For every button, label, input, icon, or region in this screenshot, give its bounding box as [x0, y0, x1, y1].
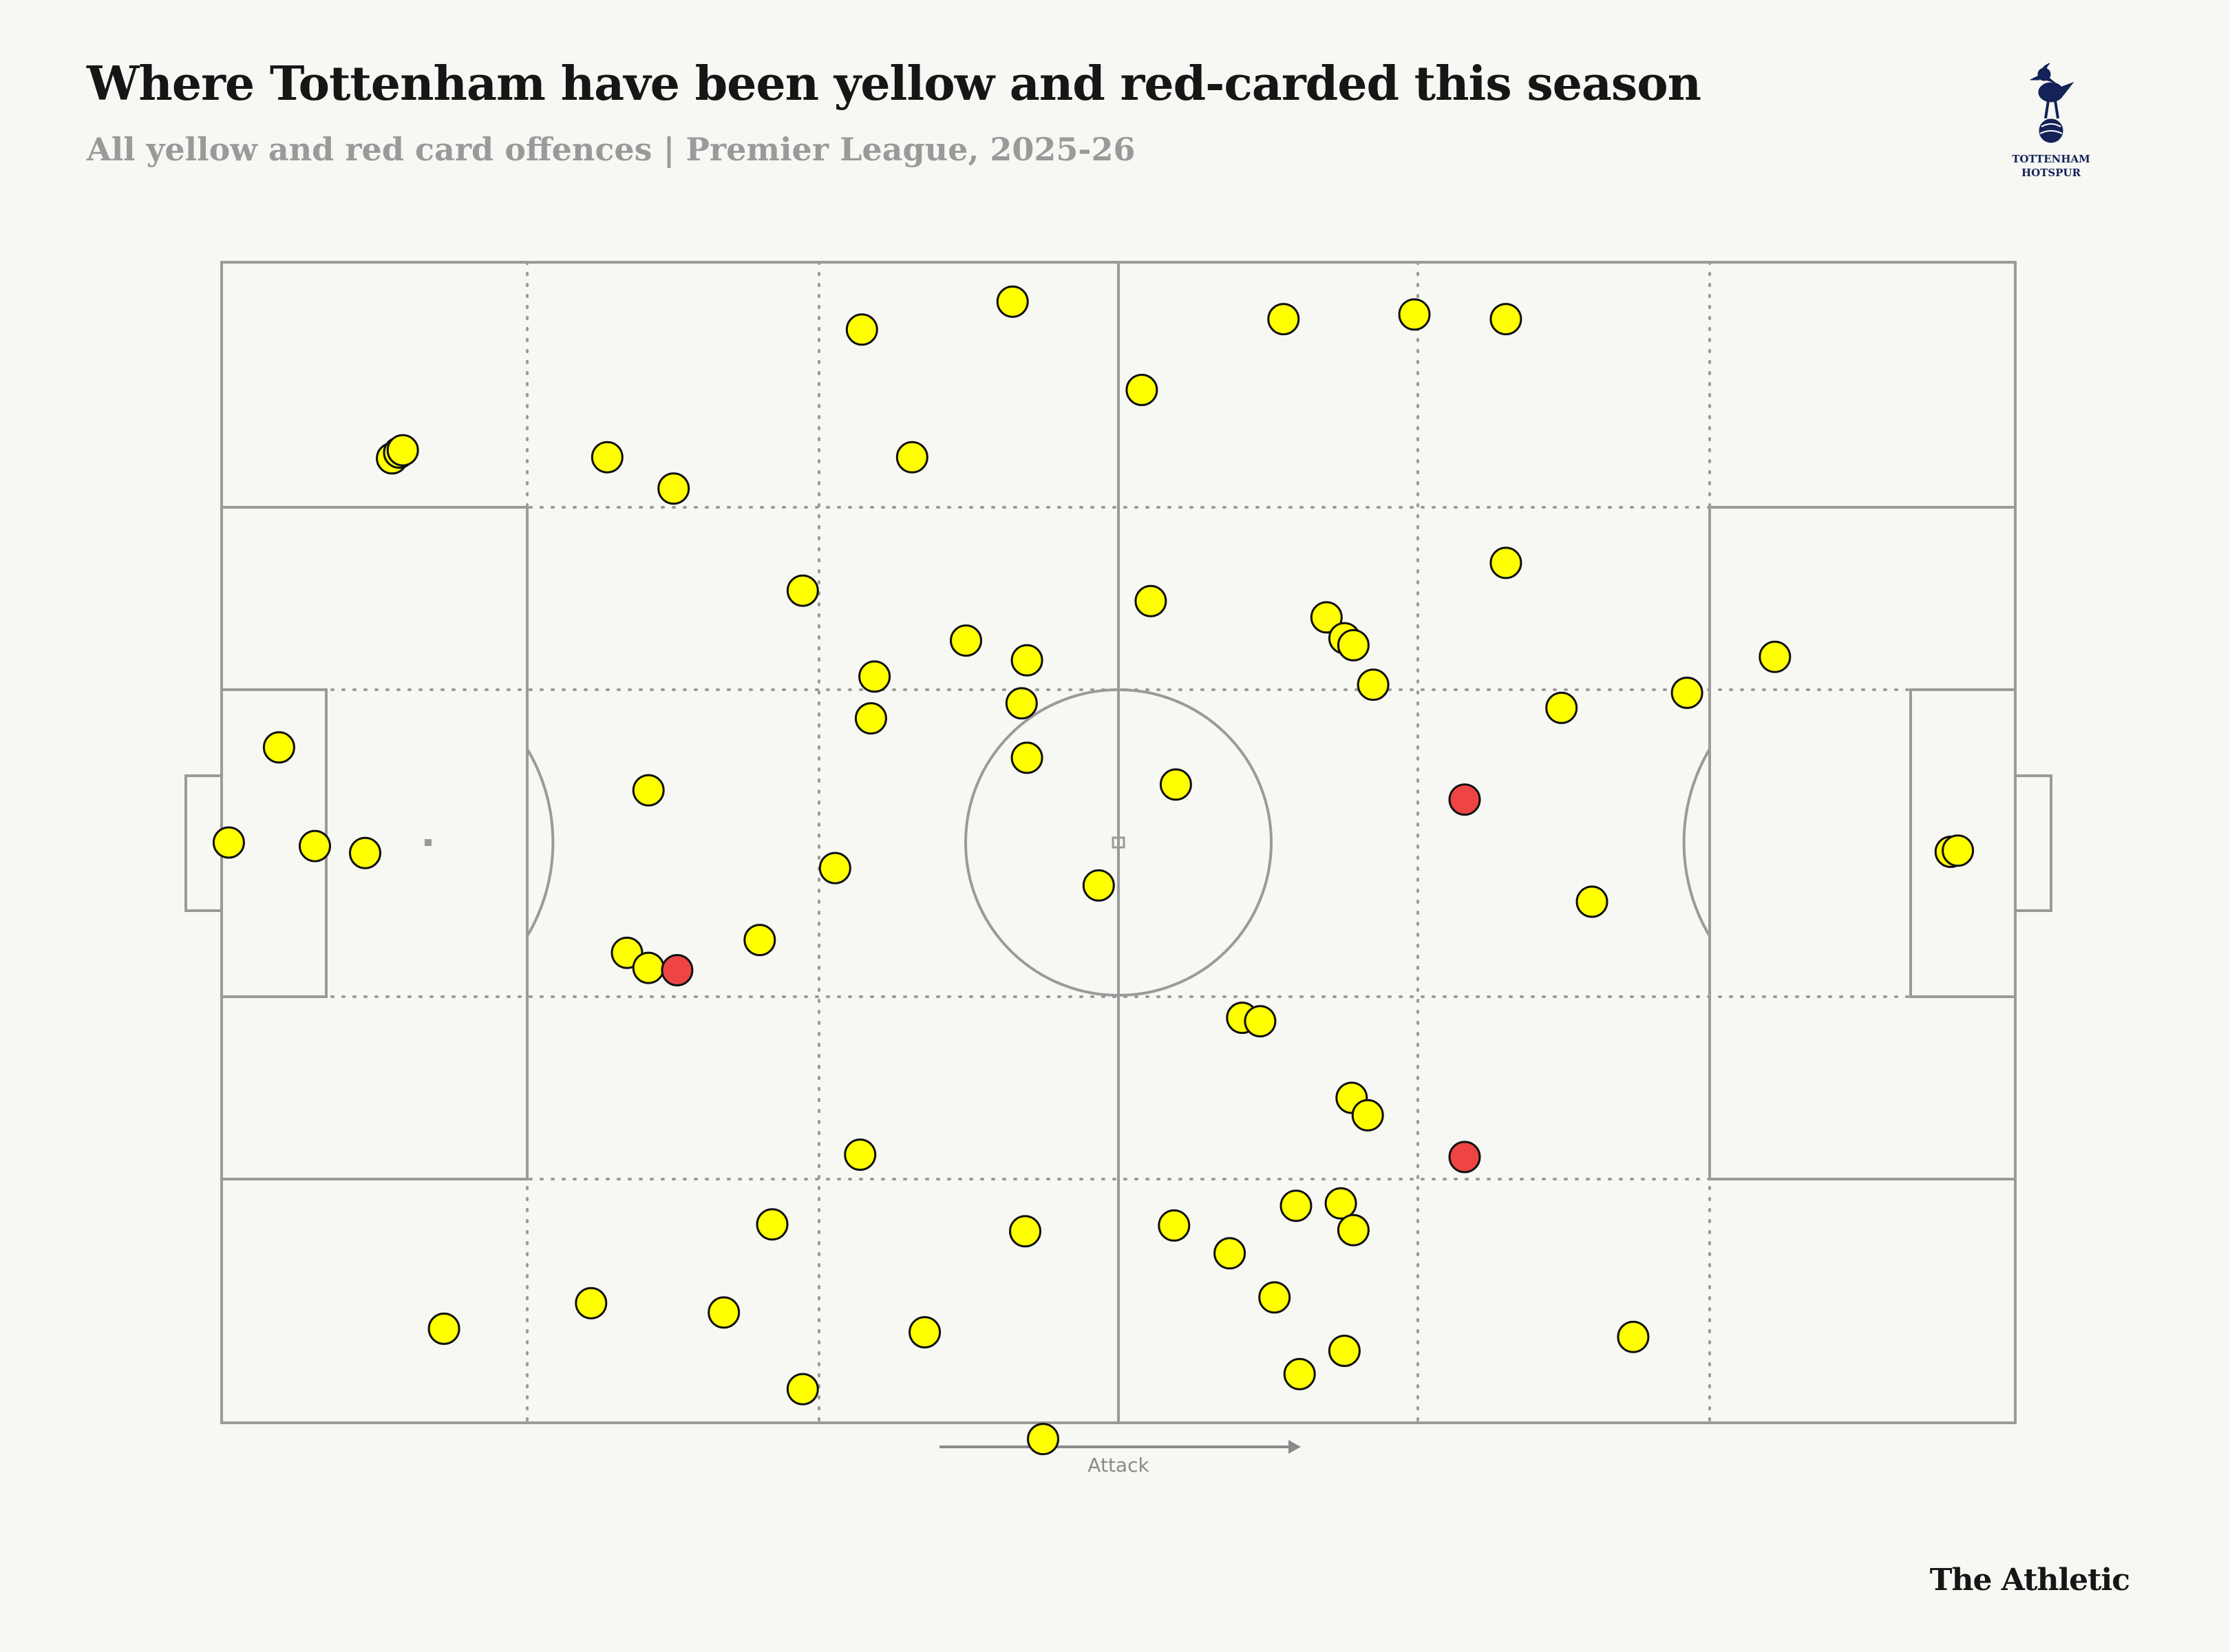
- card-points: [212, 285, 1975, 1456]
- red-card-point-1: [1448, 1141, 1481, 1174]
- yellow-card-point-18: [950, 624, 982, 657]
- yellow-card-point-9: [1267, 303, 1300, 336]
- yellow-card-point-8: [1125, 374, 1158, 406]
- yellow-card-point-61: [1283, 1357, 1316, 1390]
- yellow-card-point-49: [1158, 1209, 1191, 1242]
- yellow-card-point-41: [1942, 834, 1975, 867]
- yellow-card-point-54: [427, 1312, 460, 1345]
- yellow-card-point-34: [1159, 768, 1192, 801]
- yellow-card-point-38: [632, 951, 665, 984]
- yellow-card-point-10: [1398, 298, 1431, 331]
- yellow-card-point-30: [349, 836, 381, 869]
- brand-logo: The Athletic: [1929, 1563, 2130, 1598]
- yellow-card-point-3: [591, 441, 624, 474]
- yellow-card-point-13: [1010, 644, 1043, 677]
- yellow-card-point-24: [1545, 691, 1578, 724]
- yellow-card-point-6: [996, 285, 1029, 318]
- yellow-card-point-59: [1258, 1281, 1291, 1314]
- yellow-card-point-14: [786, 574, 819, 607]
- centre-spot: [1112, 836, 1125, 849]
- yellow-card-point-62: [1617, 1320, 1650, 1353]
- zone-gridlines: [220, 261, 2017, 1424]
- crest-text-line2: HOTSPUR: [2021, 167, 2081, 179]
- centre-circle: [964, 688, 1273, 997]
- yellow-card-point-39: [1575, 885, 1608, 918]
- yellow-card-point-25: [1670, 677, 1703, 709]
- yellow-card-point-20: [1310, 601, 1343, 634]
- yellow-card-point-57: [909, 1316, 942, 1348]
- yellow-card-point-58: [786, 1373, 819, 1406]
- yellow-card-point-22: [1337, 628, 1370, 661]
- yellow-card-point-35: [743, 924, 776, 957]
- left-penalty-arc: [526, 748, 555, 938]
- yellow-card-point-26: [1759, 640, 1792, 673]
- yellow-card-point-33: [1082, 869, 1115, 902]
- chart-subtitle: All yellow and red card offences | Premi…: [87, 131, 1136, 168]
- yellow-card-point-11: [1489, 303, 1522, 336]
- red-card-point-0: [661, 954, 694, 986]
- yellow-card-point-48: [1009, 1215, 1041, 1248]
- attack-arrow: [939, 1440, 1301, 1454]
- yellow-card-point-19: [1134, 584, 1167, 617]
- yellow-card-point-50: [1213, 1237, 1246, 1270]
- right-penalty-arc: [1682, 748, 1711, 938]
- red-card-point-2: [1448, 783, 1481, 816]
- yellow-card-point-17: [854, 702, 887, 735]
- yellow-card-point-52: [1324, 1187, 1357, 1220]
- left-penalty-spot: [425, 839, 432, 846]
- yellow-card-point-23: [1357, 668, 1390, 701]
- yellow-card-point-51: [1279, 1189, 1313, 1222]
- yellow-card-point-60: [1328, 1335, 1361, 1367]
- yellow-card-point-4: [657, 472, 690, 505]
- yellow-card-point-46: [844, 1139, 877, 1171]
- yellow-card-point-43: [1244, 1005, 1277, 1038]
- yellow-card-point-2: [386, 434, 419, 467]
- yellow-card-point-56: [708, 1296, 741, 1329]
- yellow-card-point-15: [858, 660, 891, 693]
- tottenham-crest-icon: TOTTENHAM HOTSPUR: [2012, 63, 2090, 179]
- yellow-card-point-32: [1010, 741, 1043, 774]
- yellow-card-point-7: [895, 441, 928, 474]
- yellow-card-point-55: [575, 1286, 608, 1320]
- yellow-card-point-12: [1489, 547, 1522, 580]
- yellow-card-point-47: [756, 1208, 789, 1241]
- attack-direction-label: Attack: [1087, 1454, 1149, 1476]
- yellow-card-point-28: [212, 826, 245, 859]
- yellow-card-point-45: [1351, 1099, 1384, 1132]
- pitch-markings: [184, 261, 2052, 1424]
- chart-title: Where Tottenham have been yellow and red…: [87, 56, 1701, 112]
- crest-text-line1: TOTTENHAM: [2012, 153, 2090, 165]
- yellow-card-point-36: [818, 851, 851, 885]
- yellow-card-point-63: [1027, 1423, 1059, 1456]
- yellow-card-point-5: [845, 313, 878, 346]
- yellow-card-point-27: [262, 731, 295, 764]
- right-goal: [2014, 774, 2052, 912]
- yellow-card-point-53: [1337, 1214, 1370, 1247]
- yellow-card-point-16: [1005, 687, 1038, 720]
- yellow-card-point-29: [299, 829, 331, 862]
- yellow-card-point-31: [632, 774, 665, 807]
